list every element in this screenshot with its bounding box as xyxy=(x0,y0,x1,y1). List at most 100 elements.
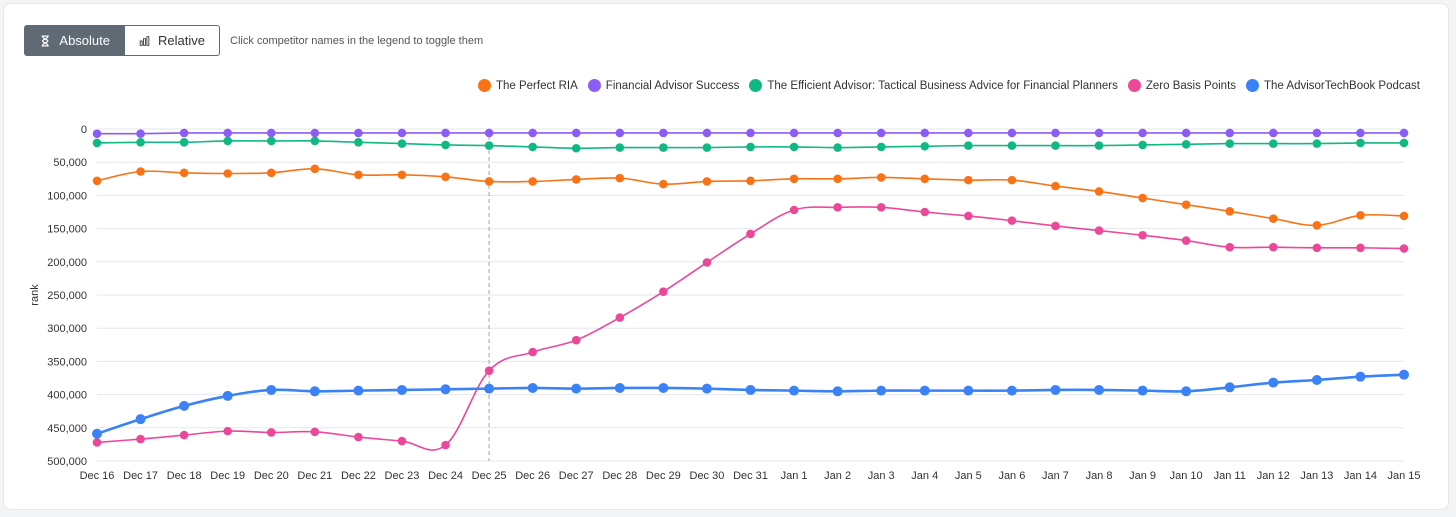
data-point[interactable] xyxy=(789,385,800,396)
data-point[interactable] xyxy=(615,128,625,138)
data-point[interactable] xyxy=(789,142,799,152)
data-point[interactable] xyxy=(876,173,886,182)
data-point[interactable] xyxy=(964,128,973,138)
data-point[interactable] xyxy=(92,138,102,148)
data-point[interactable] xyxy=(528,347,537,357)
data-point[interactable] xyxy=(1312,128,1322,138)
data-point[interactable] xyxy=(1181,200,1191,209)
data-point[interactable] xyxy=(484,366,494,375)
data-point[interactable] xyxy=(1356,211,1365,220)
data-point[interactable] xyxy=(571,128,581,138)
data-point[interactable] xyxy=(266,428,276,437)
data-point[interactable] xyxy=(396,384,407,395)
data-point[interactable] xyxy=(1094,187,1104,196)
data-point[interactable] xyxy=(397,128,407,138)
data-point[interactable] xyxy=(571,335,581,345)
data-point[interactable] xyxy=(964,141,973,150)
data-point[interactable] xyxy=(484,141,494,150)
data-point[interactable] xyxy=(1138,140,1147,150)
data-point[interactable] xyxy=(876,142,886,152)
data-point[interactable] xyxy=(1138,230,1147,240)
data-point[interactable] xyxy=(528,128,537,138)
data-point[interactable] xyxy=(1269,128,1278,138)
data-point[interactable] xyxy=(135,414,146,425)
data-point[interactable] xyxy=(1356,138,1365,148)
data-point[interactable] xyxy=(310,136,320,146)
data-point[interactable] xyxy=(920,174,930,184)
data-point[interactable] xyxy=(919,385,930,396)
legend-item[interactable]: The AdvisorTechBook Podcast xyxy=(1246,79,1420,92)
data-point[interactable] xyxy=(833,174,842,184)
data-point[interactable] xyxy=(92,438,102,447)
data-point[interactable] xyxy=(484,383,495,394)
data-point[interactable] xyxy=(397,170,407,180)
data-point[interactable] xyxy=(1311,374,1322,385)
data-point[interactable] xyxy=(659,143,668,152)
data-point[interactable] xyxy=(441,128,450,138)
data-point[interactable] xyxy=(1225,242,1235,252)
data-point[interactable] xyxy=(702,128,712,138)
data-point[interactable] xyxy=(441,172,450,182)
data-point[interactable] xyxy=(266,128,276,138)
data-point[interactable] xyxy=(1399,211,1409,221)
data-point[interactable] xyxy=(789,128,799,138)
data-point[interactable] xyxy=(310,128,320,138)
data-point[interactable] xyxy=(223,426,232,436)
data-point[interactable] xyxy=(615,313,625,322)
data-point[interactable] xyxy=(266,136,276,146)
data-point[interactable] xyxy=(136,167,145,176)
data-point[interactable] xyxy=(746,176,755,186)
data-point[interactable] xyxy=(354,170,363,180)
data-point[interactable] xyxy=(1356,128,1365,138)
data-point[interactable] xyxy=(1138,128,1147,138)
data-point[interactable] xyxy=(789,174,799,184)
data-point[interactable] xyxy=(1355,371,1366,382)
data-point[interactable] xyxy=(1007,141,1017,150)
data-point[interactable] xyxy=(789,205,799,215)
data-point[interactable] xyxy=(222,390,233,401)
data-point[interactable] xyxy=(963,385,974,396)
data-point[interactable] xyxy=(1051,141,1060,150)
data-point[interactable] xyxy=(615,143,625,152)
data-point[interactable] xyxy=(1269,242,1278,252)
data-point[interactable] xyxy=(1225,207,1235,216)
relative-button[interactable]: Relative xyxy=(125,25,220,56)
data-point[interactable] xyxy=(92,428,102,439)
data-point[interactable] xyxy=(1050,384,1061,395)
data-point[interactable] xyxy=(1225,128,1235,138)
data-point[interactable] xyxy=(1399,138,1409,148)
data-point[interactable] xyxy=(1356,243,1365,253)
data-point[interactable] xyxy=(441,140,450,150)
data-point[interactable] xyxy=(223,136,232,146)
data-point[interactable] xyxy=(1312,220,1322,230)
data-point[interactable] xyxy=(1007,128,1017,138)
data-point[interactable] xyxy=(1399,244,1409,253)
data-point[interactable] xyxy=(745,384,756,395)
data-point[interactable] xyxy=(179,400,190,411)
data-point[interactable] xyxy=(964,175,973,185)
data-point[interactable] xyxy=(1312,139,1322,148)
data-point[interactable] xyxy=(1007,175,1017,185)
data-point[interactable] xyxy=(1224,382,1235,393)
legend-item[interactable]: Zero Basis Points xyxy=(1127,79,1236,92)
data-point[interactable] xyxy=(614,382,625,393)
data-point[interactable] xyxy=(1051,128,1060,138)
data-point[interactable] xyxy=(1137,385,1148,396)
data-point[interactable] xyxy=(964,211,973,221)
data-point[interactable] xyxy=(528,177,537,186)
data-point[interactable] xyxy=(1094,384,1105,395)
data-point[interactable] xyxy=(1399,128,1409,138)
data-point[interactable] xyxy=(876,385,887,396)
data-point[interactable] xyxy=(354,432,363,442)
data-point[interactable] xyxy=(354,128,363,138)
data-point[interactable] xyxy=(441,440,450,450)
data-point[interactable] xyxy=(527,382,538,393)
data-point[interactable] xyxy=(92,176,102,186)
data-point[interactable] xyxy=(876,203,886,212)
data-point[interactable] xyxy=(833,143,842,152)
data-point[interactable] xyxy=(310,427,320,437)
data-point[interactable] xyxy=(179,430,189,440)
data-point[interactable] xyxy=(1051,181,1060,191)
data-point[interactable] xyxy=(746,128,755,138)
data-point[interactable] xyxy=(659,179,668,189)
